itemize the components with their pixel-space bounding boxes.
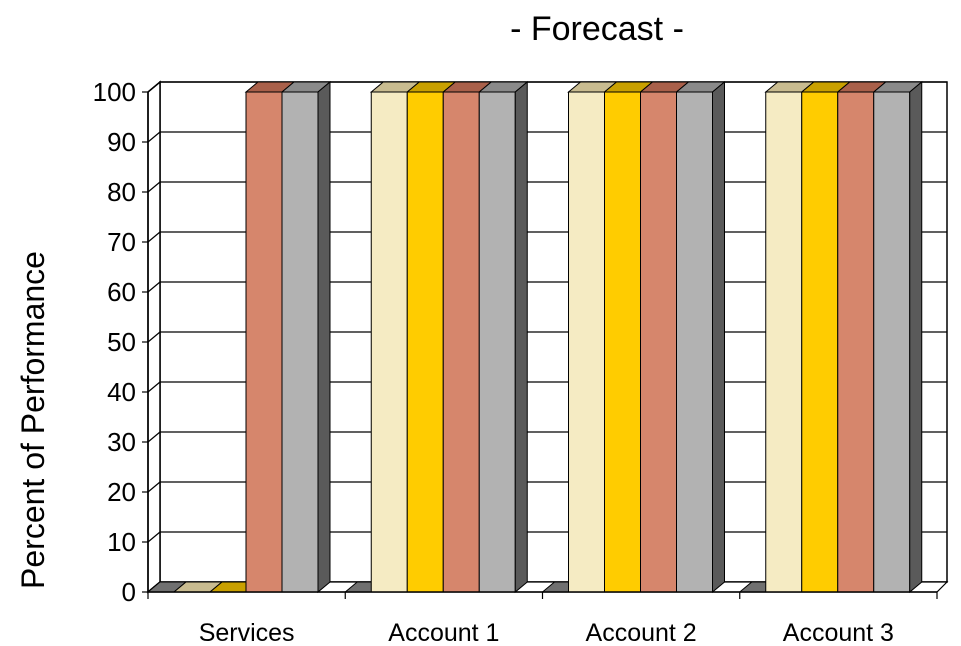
bar-front [281,91,319,593]
bar [567,81,618,593]
gridline-diagonal [147,231,161,243]
y-tick-label: 60 [107,277,136,307]
bar-front [837,91,875,593]
y-tick-label: 100 [93,77,136,107]
y-tick-label: 50 [107,327,136,357]
x-tick-label: Services [199,619,295,646]
bar [872,80,924,594]
gridline-diagonal [147,431,161,443]
bar-side [909,80,923,594]
bar-front [801,91,839,593]
gridline-diagonal [147,281,161,293]
bar-front [245,91,283,593]
bar-front [873,91,911,593]
y-tick-label: 30 [107,427,136,457]
bar-front [676,91,713,593]
x-tick-label: Account 1 [388,619,499,646]
bar-front [478,91,516,593]
bar [836,81,888,593]
y-tick-label: 20 [107,477,136,507]
y-tick-label: 10 [107,527,136,557]
bar-front [370,91,408,593]
bar-front [640,91,677,593]
y-tick-label: 40 [107,377,136,407]
axes [142,91,938,599]
bar [477,80,529,594]
x-tick-labels: Services Account 1 Account 2 Account 3 [199,619,894,646]
y-tick-label: 70 [107,227,136,257]
gridline-diagonal [147,481,161,493]
bar-side [514,80,528,594]
gridline-diagonal [147,331,161,343]
bar-front [604,91,641,593]
bar [369,81,421,593]
bar [675,80,726,594]
gridline-diagonal [147,531,161,543]
x-tick-label: Account 2 [586,619,697,646]
bar [603,81,654,593]
bar-front [568,91,605,593]
gridline-diagonal [147,81,161,93]
bar [441,81,493,593]
y-tick-label: 80 [107,177,136,207]
bar [280,80,332,594]
bar [800,81,852,593]
bar-side [317,80,331,594]
bar [639,81,690,593]
x-tick-label: Account 3 [783,619,894,646]
gridline-diagonal [147,181,161,193]
bar-front [765,91,803,593]
bar-side [712,80,725,594]
chart-title: - Forecast - [510,10,684,48]
y-axis-label: Percent of Performance [15,251,51,589]
y-tick-label: 0 [122,577,136,607]
y-tick-labels: 0 10 20 30 40 50 60 70 80 90 100 [93,77,136,607]
y-tick-label: 90 [107,127,136,157]
bar [405,81,457,593]
bar-front [442,91,480,593]
bars [146,80,924,594]
gridline-diagonal [147,131,161,143]
bar-front [406,91,444,593]
gridline-diagonal [147,381,161,393]
